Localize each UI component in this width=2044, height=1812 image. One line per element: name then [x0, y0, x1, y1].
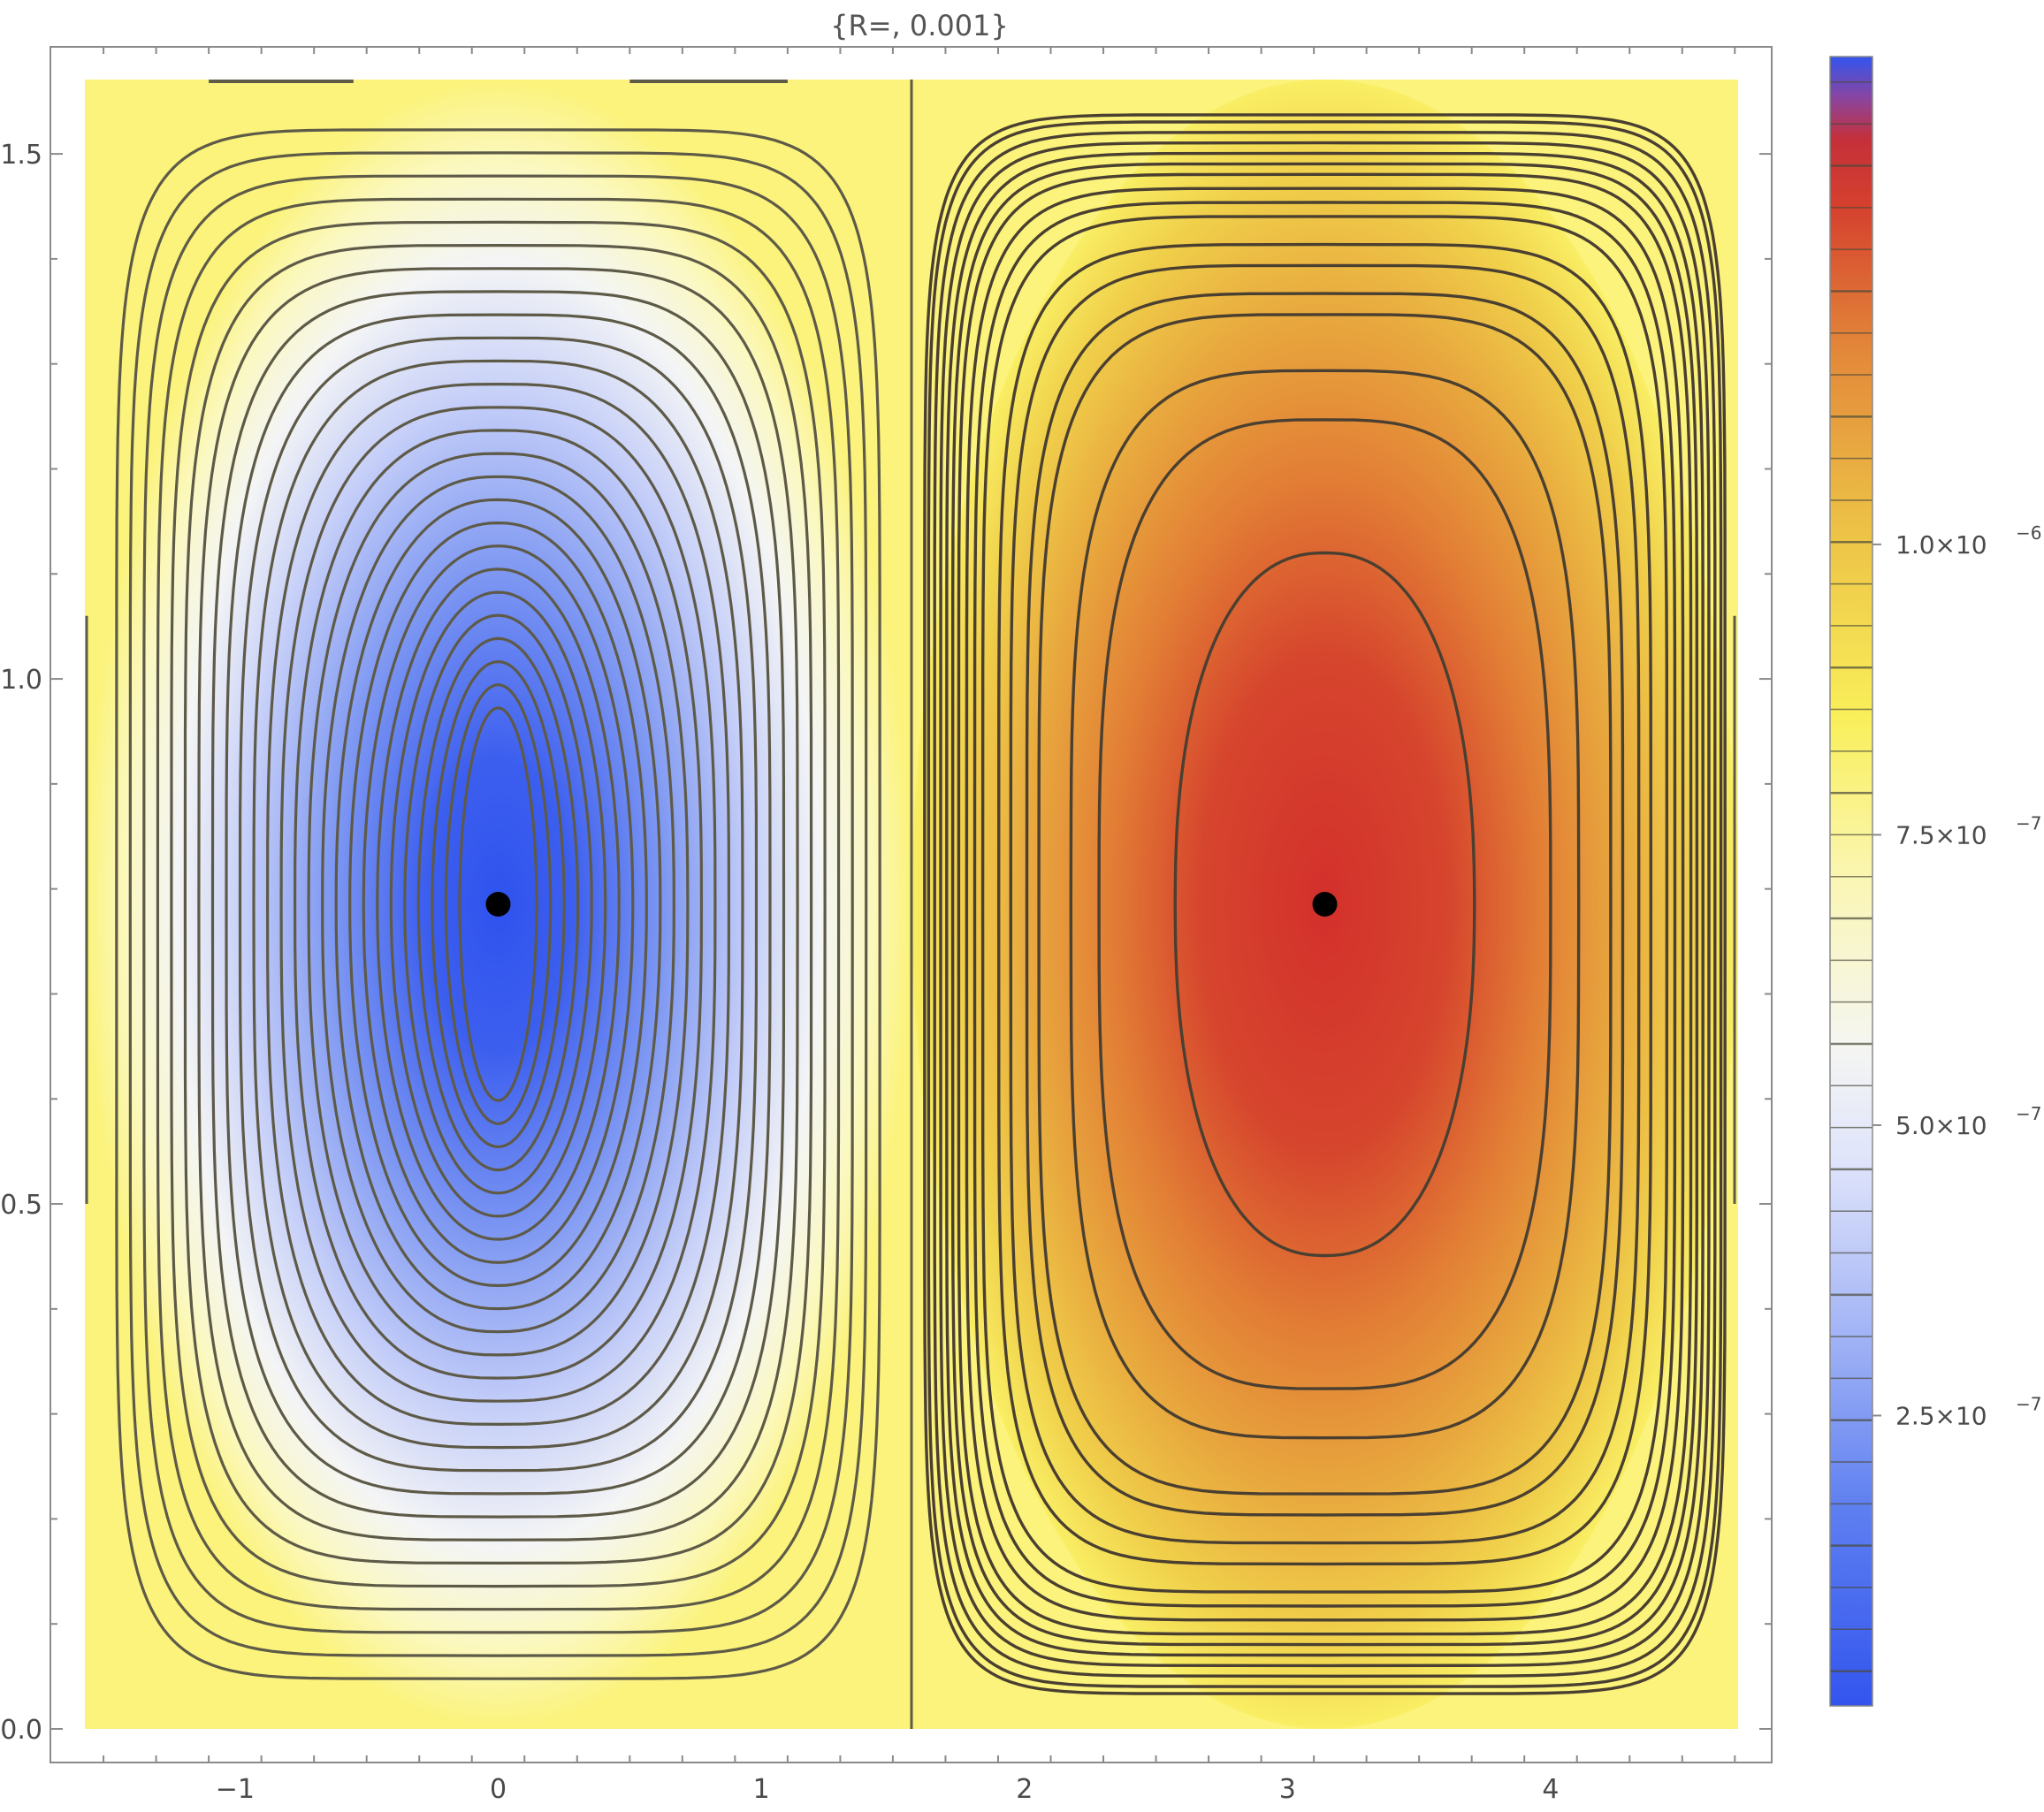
blue-contour-line: [458, 706, 538, 1102]
red-contour-line: [927, 120, 1723, 1688]
x-tick-label: 3: [1279, 1774, 1296, 1805]
red-contour-line: [923, 113, 1727, 1695]
red-contour-line: [1009, 263, 1641, 1545]
blue-contour-line: [348, 521, 648, 1288]
red-contour-line: [1037, 313, 1613, 1496]
colorbar-tick-label: 7.5×10: [1895, 820, 1987, 849]
blue-contour-line: [376, 567, 621, 1241]
vortex-center-point: [485, 892, 511, 917]
colorbar-tick-label: 5.0×10: [1895, 1111, 1987, 1140]
red-contour-line: [950, 162, 1699, 1647]
blue-contour-line: [321, 475, 675, 1334]
blue-contour-line: [115, 128, 881, 1680]
blue-contour-line: [265, 382, 731, 1427]
x-axis: −1 0 1 2 3 4: [103, 47, 1736, 1805]
colorbar-gradient-bar: [1830, 57, 1872, 1706]
red-contour-line: [980, 215, 1669, 1594]
red-contour-line: [1173, 551, 1476, 1258]
y-axis: 0.0 0.5 1.0 1.5: [0, 140, 1772, 1746]
y-tick-label: 1.0: [0, 665, 42, 696]
blue-contour-line: [156, 197, 841, 1611]
colorbar-tick-label: 1.0×10: [1895, 530, 1987, 560]
blue-contour-line: [170, 220, 827, 1588]
colorbar-tick-label: 2.5×10: [1895, 1401, 1987, 1430]
blue-contour-line: [210, 290, 786, 1519]
x-tick-label: 0: [490, 1774, 507, 1805]
y-tick-label: 1.5: [0, 140, 42, 171]
x-tick-label: −1: [216, 1774, 255, 1805]
plot-frame: [50, 46, 1773, 1763]
plot-area: [85, 80, 1738, 1729]
colorbar-tick-exponent: −7: [2016, 1103, 2041, 1124]
vortex-center-point: [1312, 892, 1338, 917]
blue-contour-line: [389, 590, 607, 1218]
x-tick-label: 1: [753, 1774, 770, 1805]
red-contour-line: [945, 151, 1705, 1657]
blue-contour-line: [362, 544, 635, 1264]
red-contour-line: [957, 172, 1693, 1636]
blue-contour-line: [183, 243, 813, 1565]
blue-contour-line: [307, 452, 690, 1357]
blue-contour-line: [197, 267, 799, 1542]
blue-contour-line: [225, 313, 772, 1496]
colorbar-tick-exponent: −6: [2016, 522, 2041, 544]
x-tick-label: 4: [1542, 1774, 1559, 1805]
red-contour-line: [933, 130, 1717, 1679]
red-contour-line: [1025, 292, 1625, 1517]
red-contour-line: [996, 242, 1653, 1566]
blue-contour-line: [431, 659, 566, 1149]
blue-contour-line: [403, 613, 593, 1195]
y-tick-label: 0.5: [0, 1190, 42, 1221]
red-contour-line: [1097, 418, 1552, 1390]
chart-title: {R=, 0.001}: [830, 9, 1009, 42]
colorbar: 2.5×10 −7 5.0×10 −7 7.5×10 −7 1.0×10 −6: [1829, 56, 2041, 1707]
blue-contour-line: [128, 151, 868, 1657]
y-tick-label: 0.0: [0, 1715, 42, 1746]
colorbar-tick-exponent: −7: [2016, 1393, 2041, 1414]
red-contour-line: [939, 141, 1711, 1668]
blue-contour-line: [252, 359, 744, 1450]
blue-contour-line: [334, 498, 662, 1311]
blue-contour-line: [416, 636, 580, 1172]
colorbar-frame: [1829, 56, 1873, 1707]
blue-contour-line: [444, 683, 553, 1125]
colorbar-tick-exponent: −7: [2016, 812, 2041, 834]
red-contour-line: [1069, 369, 1581, 1440]
red-contour-line: [965, 187, 1685, 1622]
blue-contour-line: [279, 406, 717, 1403]
blue-contour-line: [293, 429, 704, 1380]
x-tick-label: 2: [1016, 1774, 1033, 1805]
blue-contour-line: [142, 174, 854, 1634]
red-contour-line: [972, 201, 1677, 1608]
blue-contour-line: [238, 336, 759, 1473]
